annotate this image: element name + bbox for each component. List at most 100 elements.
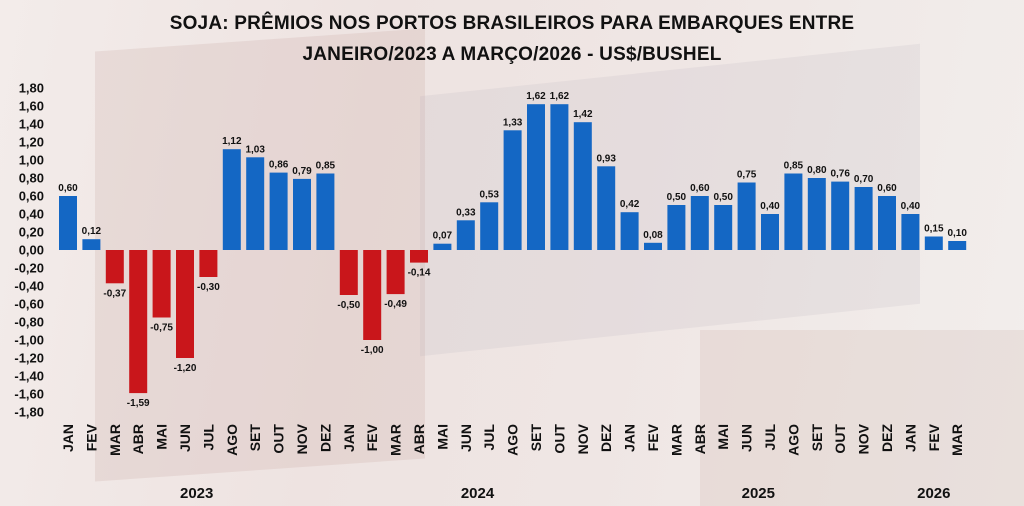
bar-value-label: 0,40 — [760, 201, 780, 212]
x-tick-label: JUN — [458, 424, 474, 452]
bar-value-label: 0,10 — [947, 228, 967, 239]
bar-value-label: -0,14 — [408, 268, 431, 279]
x-tick-label: SET — [247, 424, 263, 452]
bar-value-label: -0,50 — [337, 300, 360, 311]
bar — [901, 214, 920, 250]
y-tick-label: 0,20 — [19, 225, 44, 240]
bar — [948, 241, 967, 250]
bar — [620, 212, 639, 250]
y-tick-label: -1,40 — [14, 369, 44, 384]
bar — [222, 149, 241, 250]
bar-value-label: -0,49 — [384, 299, 407, 310]
x-tick-label: MAR — [388, 424, 404, 456]
bar-value-label: 0,40 — [901, 201, 921, 212]
x-tick-label: JUN — [177, 424, 193, 452]
y-tick-label: 1,80 — [19, 81, 44, 96]
x-tick-label: JAN — [622, 424, 638, 452]
y-tick-label: -0,60 — [14, 297, 44, 312]
bar-value-label: 0,70 — [854, 174, 874, 185]
bar — [878, 196, 896, 250]
bar — [573, 122, 592, 250]
x-tick-label: ABR — [130, 424, 146, 454]
x-tick-label: NOV — [575, 423, 591, 454]
y-tick-label: 0,40 — [19, 207, 44, 222]
chart-title-line-1: SOJA: PRÊMIOS NOS PORTOS BRASILEIROS PAR… — [169, 13, 855, 34]
bar — [433, 243, 452, 250]
bar-value-label: 1,42 — [573, 109, 593, 120]
year-label: 2026 — [917, 485, 950, 502]
background-floor — [700, 330, 1024, 506]
bar — [690, 196, 709, 250]
chart-title-line-2: JANEIRO/2023 A MARÇO/2026 - US$/BUSHEL — [302, 44, 722, 65]
bar — [363, 250, 382, 340]
y-tick-label: 1,40 — [19, 117, 44, 132]
bar-value-label: 0,85 — [316, 161, 336, 172]
bar — [105, 250, 124, 284]
x-tick-label: MAI — [154, 424, 170, 450]
x-tick-label: AGO — [505, 424, 521, 456]
bar-value-label: -1,00 — [361, 345, 384, 356]
bar-value-label: -1,20 — [174, 363, 197, 374]
bar — [293, 178, 311, 250]
bar — [410, 250, 428, 263]
x-tick-label: OUT — [271, 424, 287, 454]
bar-value-label: 0,08 — [643, 230, 663, 241]
y-tick-label: -0,80 — [14, 315, 44, 330]
bar — [714, 205, 733, 250]
bar — [667, 205, 686, 250]
x-tick-label: FEV — [926, 423, 942, 451]
y-tick-label: 0,00 — [19, 243, 44, 258]
x-tick-label: MAR — [107, 424, 123, 456]
x-tick-label: DEZ — [879, 424, 895, 452]
x-tick-label: OUT — [551, 424, 567, 454]
bar-value-label: -0,37 — [103, 288, 126, 299]
x-tick-label: JUL — [762, 424, 778, 451]
x-tick-label: JAN — [902, 424, 918, 452]
y-tick-label: -0,20 — [14, 261, 44, 276]
bar — [199, 250, 218, 277]
x-tick-label: OUT — [832, 424, 848, 454]
year-label: 2023 — [180, 485, 213, 502]
x-tick-label: MAI — [434, 424, 450, 450]
bar-value-label: 0,93 — [596, 153, 616, 164]
x-tick-label: AGO — [224, 424, 240, 456]
bar-value-label: 0,33 — [456, 207, 476, 218]
bar — [386, 250, 405, 295]
x-tick-label: SET — [528, 424, 544, 452]
x-tick-label: JAN — [341, 424, 357, 452]
bar — [854, 187, 873, 250]
bar — [737, 182, 756, 250]
bar-value-label: 0,12 — [82, 226, 102, 237]
x-tick-label: FEV — [645, 423, 661, 451]
bar-value-label: 0,60 — [877, 183, 897, 194]
bar — [480, 202, 499, 250]
bar — [59, 196, 77, 250]
bar-value-label: 0,60 — [690, 183, 710, 194]
bar — [784, 173, 803, 250]
year-label: 2024 — [461, 485, 495, 502]
x-tick-label: JUN — [739, 424, 755, 452]
x-tick-label: AGO — [785, 424, 801, 456]
bar-value-label: 0,86 — [269, 160, 289, 171]
x-tick-label: NOV — [856, 423, 872, 454]
x-tick-label: FEV — [364, 423, 380, 451]
bar-value-label: 0,15 — [924, 224, 944, 235]
bar — [269, 172, 288, 250]
bar-value-label: 0,53 — [479, 189, 499, 200]
bar-value-label: 0,75 — [737, 170, 757, 181]
bar — [456, 220, 475, 250]
bar — [831, 181, 850, 250]
bar-value-label: 1,62 — [550, 91, 570, 102]
y-tick-label: -1,20 — [14, 351, 44, 366]
bar-value-label: 1,33 — [503, 117, 523, 128]
bar-value-label: 1,12 — [222, 136, 242, 147]
x-tick-label: DEZ — [598, 424, 614, 452]
y-tick-label: -0,40 — [14, 279, 44, 294]
bar — [550, 104, 569, 250]
bar — [527, 104, 545, 250]
y-tick-label: -1,80 — [14, 405, 44, 420]
bar-value-label: 0,79 — [292, 166, 312, 177]
bar — [316, 173, 335, 250]
bar — [597, 166, 616, 250]
